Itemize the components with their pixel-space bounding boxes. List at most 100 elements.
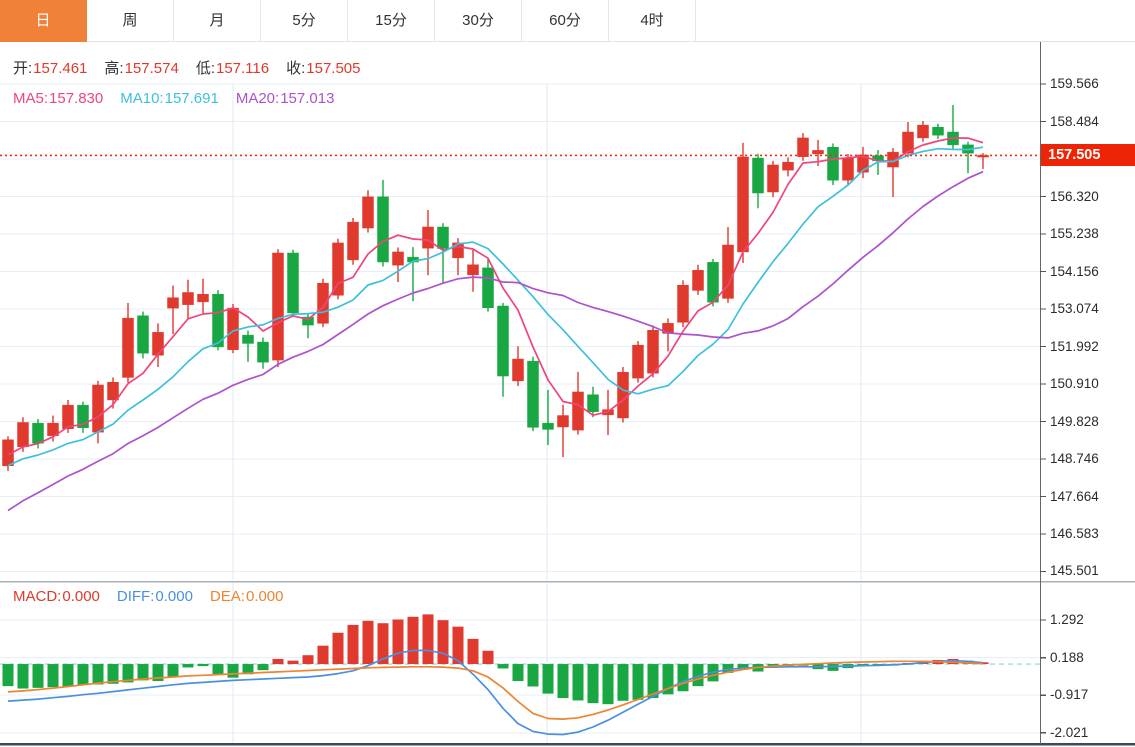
macd-value-2: 0.000 <box>245 588 284 605</box>
macd-bar <box>512 664 524 682</box>
candle <box>422 210 434 276</box>
macd-bar <box>272 658 284 665</box>
candle <box>62 399 74 433</box>
price-axis-label: 159.566 <box>1050 76 1099 91</box>
macd-axis-label: 1.292 <box>1050 612 1084 628</box>
ma-readout: MA5:157.830 MA10:157.691 MA20:157.013 <box>13 90 351 107</box>
candle <box>917 120 929 142</box>
macd-value-1: 0.000 <box>155 588 193 605</box>
ma-value-2: 157.013 <box>280 90 335 107</box>
candle <box>392 247 404 283</box>
candle <box>827 143 839 186</box>
macd-bar <box>47 664 59 688</box>
candle <box>932 123 944 139</box>
price-axis-label: 146.583 <box>1050 525 1099 541</box>
macd-bar <box>497 664 509 669</box>
tab-5min[interactable]: 5分 <box>261 0 348 41</box>
candle <box>632 341 644 383</box>
tab-4hour[interactable]: 4时 <box>609 0 696 41</box>
macd-bar <box>347 624 359 665</box>
price-axis-label: 153.074 <box>1050 301 1099 316</box>
candle <box>437 223 449 284</box>
macd-histogram <box>2 614 989 705</box>
macd-label-0: MACD: <box>13 588 62 605</box>
diff-line <box>7 649 984 736</box>
macd-bar <box>632 664 644 700</box>
candle <box>497 302 509 397</box>
macd-bar <box>677 664 689 692</box>
ma-item: MA10:157.691 <box>120 90 219 107</box>
ma10-line <box>7 146 984 467</box>
macd-item: DIFF:0.000 <box>117 588 193 605</box>
macd-bar <box>572 664 584 701</box>
macd-bar <box>422 614 434 665</box>
macd-bar <box>467 638 479 665</box>
grid-lines <box>0 83 1040 743</box>
macd-bar <box>17 664 29 689</box>
macd-bar <box>62 664 74 687</box>
ohlc-value-1: 157.574 <box>124 60 179 77</box>
macd-bar <box>152 664 164 682</box>
macd-bar <box>602 664 614 705</box>
candle <box>182 279 194 319</box>
candle <box>362 190 374 233</box>
candle <box>212 290 224 351</box>
macd-value-0: 0.000 <box>62 588 100 605</box>
ohlc-label-1: 高: <box>104 60 124 77</box>
candle <box>752 153 764 209</box>
candle <box>512 346 524 387</box>
macd-bar <box>542 664 554 694</box>
macd-bar <box>257 664 269 671</box>
macd-bar <box>137 664 149 681</box>
price-axis-label: 145.501 <box>1050 563 1099 579</box>
tab-60min[interactable]: 60分 <box>522 0 609 41</box>
price-axis-label: 155.238 <box>1050 226 1099 241</box>
candle <box>287 249 299 317</box>
candle <box>692 264 704 295</box>
ma-label-0: MA5: <box>13 90 49 107</box>
macd-bar <box>242 664 254 675</box>
macd-bar <box>77 664 89 686</box>
candle <box>542 389 554 445</box>
price-axis-label: 147.664 <box>1050 488 1099 504</box>
macd-bar <box>122 664 134 683</box>
macd-bar <box>452 626 464 665</box>
candle <box>617 367 629 423</box>
price-axis-label: 149.828 <box>1050 413 1099 429</box>
ma-item: MA20:157.013 <box>236 90 335 107</box>
tab-day[interactable]: 日 <box>0 0 87 42</box>
macd-bar <box>197 664 209 667</box>
macd-bar <box>362 620 374 665</box>
macd-bar <box>302 655 314 665</box>
candle <box>962 141 974 174</box>
macd-bar <box>332 632 344 665</box>
candle <box>557 404 569 458</box>
ma5-line <box>7 137 984 456</box>
ohlc-label-2: 低: <box>195 60 215 77</box>
ohlc-item: 开:157.461 <box>13 60 87 77</box>
candle <box>797 133 809 161</box>
ma-value-0: 157.830 <box>49 90 104 107</box>
candle <box>332 238 344 300</box>
macd-item: DEA:0.000 <box>210 588 284 605</box>
candle <box>857 146 869 179</box>
macd-bar <box>647 664 659 699</box>
tab-week[interactable]: 周 <box>87 0 174 41</box>
macd-bar <box>32 664 44 688</box>
price-axis-label: 154.156 <box>1050 263 1099 279</box>
tab-month[interactable]: 月 <box>174 0 261 41</box>
candle <box>482 257 494 312</box>
last-price-badge: 157.505 <box>1041 144 1135 166</box>
candlestick-macd-chart[interactable] <box>0 42 1135 747</box>
macd-bar <box>827 664 839 671</box>
candle <box>467 249 479 292</box>
macd-bar <box>92 664 104 685</box>
ohlc-value-3: 157.505 <box>306 60 361 77</box>
macd-bar <box>2 664 14 687</box>
macd-axis-label: -2.021 <box>1050 724 1089 740</box>
macd-axis-label: 0.188 <box>1050 649 1084 665</box>
tab-15min[interactable]: 15分 <box>348 0 435 41</box>
ohlc-label-0: 开: <box>13 60 33 77</box>
tab-30min[interactable]: 30分 <box>435 0 522 41</box>
